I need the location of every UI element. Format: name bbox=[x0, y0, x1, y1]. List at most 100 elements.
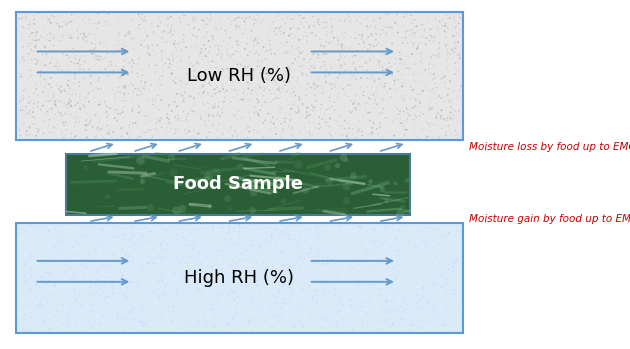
Point bbox=[350, 253, 360, 259]
Point bbox=[33, 129, 43, 135]
Point bbox=[65, 85, 75, 91]
Point bbox=[102, 104, 112, 109]
Point bbox=[290, 93, 301, 98]
Point bbox=[347, 304, 357, 310]
Point bbox=[161, 121, 171, 127]
Point bbox=[186, 134, 197, 140]
Point bbox=[127, 64, 137, 70]
Point bbox=[179, 39, 189, 45]
Point bbox=[79, 53, 89, 59]
Point bbox=[113, 239, 123, 245]
Point bbox=[193, 131, 203, 136]
Point bbox=[249, 68, 259, 73]
Point bbox=[349, 265, 359, 271]
Point bbox=[395, 210, 405, 215]
Point bbox=[259, 88, 269, 94]
Point bbox=[198, 313, 209, 319]
Point bbox=[117, 227, 127, 232]
Point bbox=[374, 62, 384, 67]
Point bbox=[176, 58, 186, 64]
Point bbox=[237, 115, 247, 120]
Point bbox=[361, 101, 371, 106]
Point bbox=[20, 311, 30, 317]
Point bbox=[229, 18, 239, 23]
Point bbox=[274, 321, 284, 326]
Point bbox=[25, 18, 35, 24]
Point bbox=[62, 53, 72, 58]
Point bbox=[202, 89, 212, 95]
Point bbox=[130, 329, 140, 335]
Point bbox=[361, 278, 371, 283]
Point bbox=[25, 94, 35, 99]
Point bbox=[64, 35, 74, 41]
Point bbox=[163, 104, 173, 109]
Point bbox=[276, 223, 286, 228]
Point bbox=[79, 66, 89, 72]
Point bbox=[210, 329, 220, 335]
Point bbox=[96, 37, 106, 43]
Point bbox=[43, 328, 54, 333]
Point bbox=[203, 117, 214, 123]
Point bbox=[37, 35, 47, 40]
Point bbox=[85, 264, 95, 269]
Point bbox=[55, 99, 66, 104]
Point bbox=[166, 85, 176, 91]
Point bbox=[343, 82, 353, 88]
Point bbox=[113, 42, 123, 47]
Point bbox=[42, 92, 52, 98]
Point bbox=[197, 231, 207, 237]
Point bbox=[83, 320, 93, 326]
Point bbox=[377, 327, 387, 332]
Point bbox=[255, 307, 265, 313]
Point bbox=[329, 82, 340, 87]
Point bbox=[364, 55, 374, 60]
Point bbox=[440, 42, 450, 47]
Point bbox=[191, 285, 201, 291]
Point bbox=[349, 100, 359, 105]
Point bbox=[60, 120, 71, 126]
Point bbox=[59, 258, 69, 263]
Point bbox=[164, 280, 174, 286]
Point bbox=[268, 293, 278, 298]
Point bbox=[348, 102, 358, 107]
Point bbox=[139, 86, 149, 91]
Point bbox=[212, 89, 222, 95]
Point bbox=[414, 41, 424, 46]
Point bbox=[394, 249, 404, 255]
Point bbox=[449, 107, 459, 113]
Point bbox=[142, 288, 152, 294]
Point bbox=[284, 301, 294, 307]
Point bbox=[191, 42, 201, 47]
Point bbox=[415, 91, 425, 97]
Point bbox=[275, 110, 285, 115]
Point bbox=[408, 317, 418, 322]
Point bbox=[128, 122, 138, 127]
Point bbox=[129, 35, 139, 41]
Point bbox=[440, 307, 450, 313]
Point bbox=[284, 39, 294, 44]
Point bbox=[360, 44, 370, 50]
Point bbox=[179, 65, 189, 70]
Point bbox=[316, 232, 326, 237]
Point bbox=[282, 96, 292, 101]
Point bbox=[398, 317, 408, 322]
Point bbox=[28, 30, 38, 35]
Point bbox=[231, 327, 241, 333]
Point bbox=[400, 111, 410, 116]
Point bbox=[288, 75, 298, 81]
Point bbox=[321, 250, 331, 255]
Point bbox=[154, 296, 164, 301]
Point bbox=[193, 261, 203, 267]
Point bbox=[18, 315, 28, 321]
Point bbox=[250, 51, 260, 57]
Point bbox=[22, 65, 32, 71]
Point bbox=[73, 61, 83, 66]
Point bbox=[53, 316, 63, 321]
Point bbox=[290, 263, 300, 268]
Point bbox=[280, 50, 290, 55]
Point bbox=[72, 110, 82, 115]
Point bbox=[381, 197, 391, 202]
Point bbox=[427, 289, 437, 295]
Point bbox=[316, 251, 326, 257]
Point bbox=[34, 255, 44, 261]
